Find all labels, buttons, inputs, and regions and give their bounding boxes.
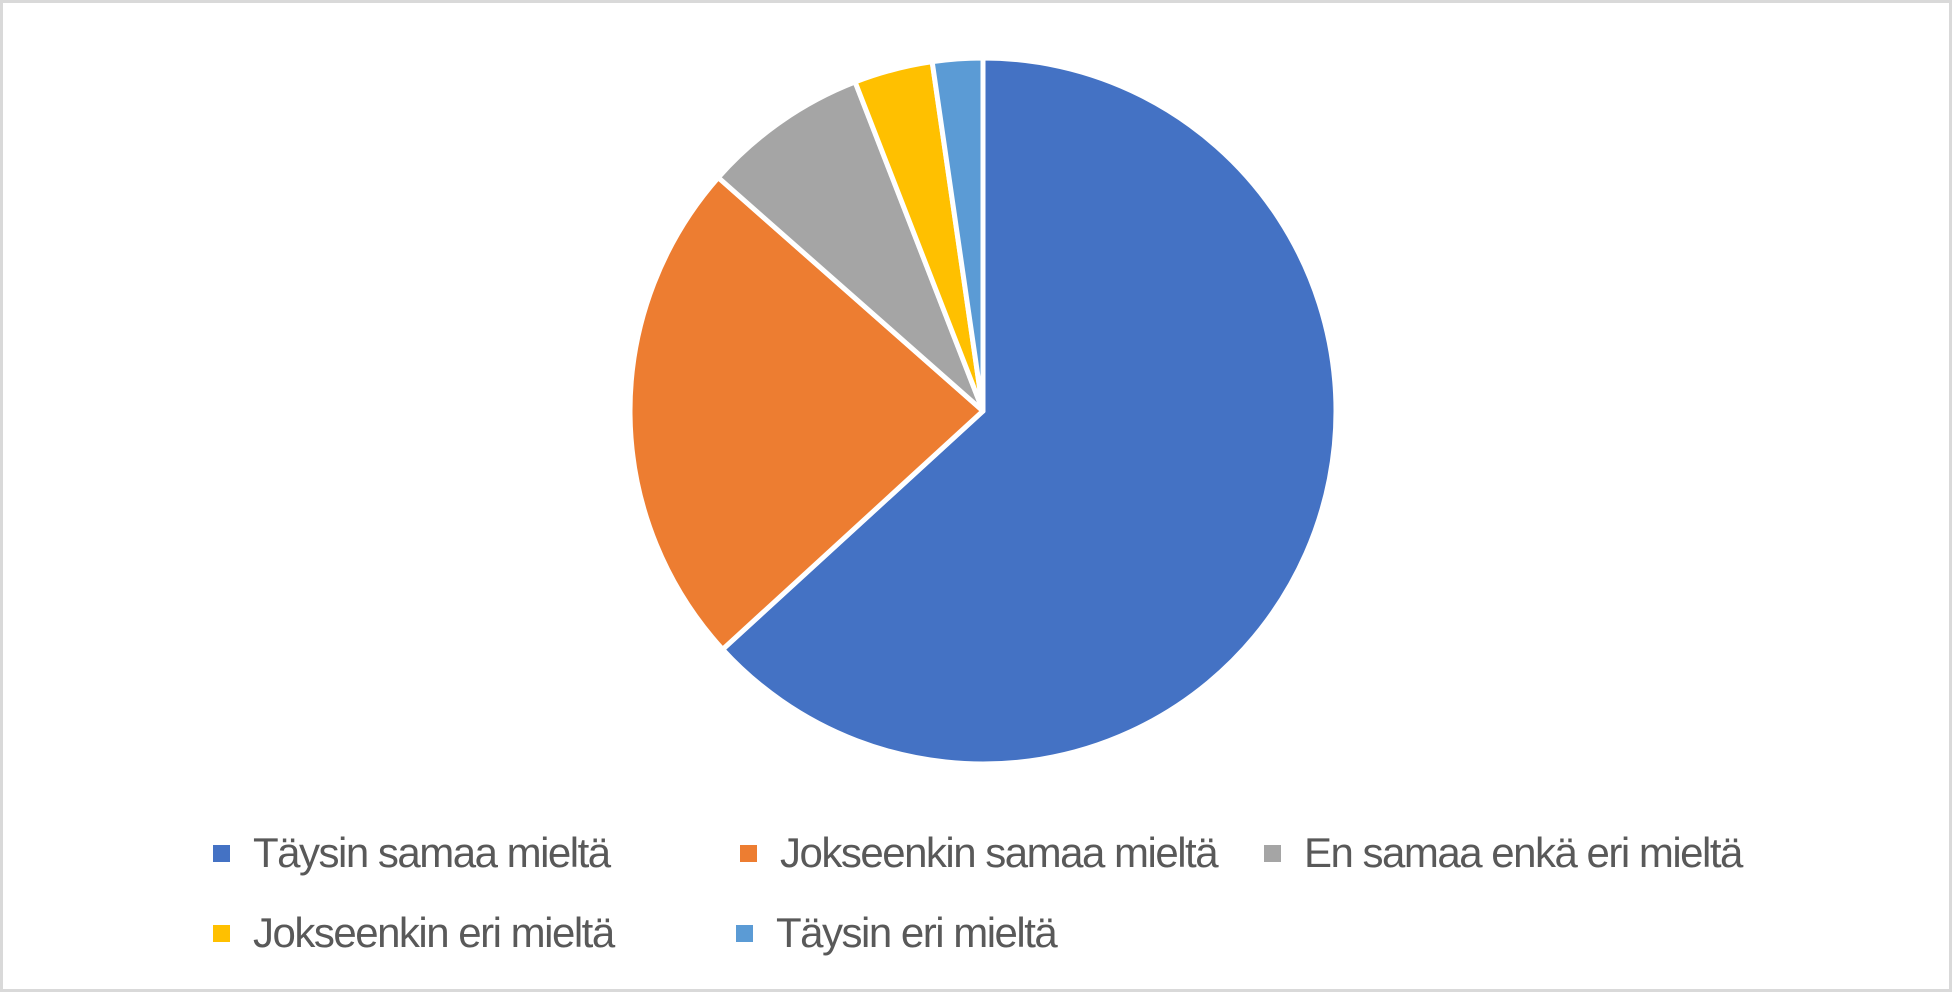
legend-swatch-icon: [736, 924, 753, 942]
legend-label: En samaa enkä eri mieltä: [1304, 829, 1743, 876]
legend-item-en-samaa-enka-eri-mielta[interactable]: En samaa enkä eri mieltä: [1264, 829, 1743, 877]
pie-slice-4[interactable]: [929, 55, 986, 414]
pie-slice-0[interactable]: [720, 55, 1339, 767]
pie-slice-2[interactable]: [715, 79, 986, 414]
legend-label: Täysin eri mieltä: [776, 909, 1058, 956]
legend-label: Jokseenkin samaa mieltä: [780, 829, 1219, 876]
legend-swatch-icon: [740, 844, 757, 862]
legend-item-taysin-samaa-mielta[interactable]: Täysin samaa mieltä: [213, 829, 611, 877]
legend-swatch-icon: [213, 924, 230, 942]
legend-label: Jokseenkin eri mieltä: [253, 909, 615, 956]
legend-item-taysin-eri-mielta[interactable]: Täysin eri mieltä: [736, 909, 1058, 957]
pie-slice-1[interactable]: [627, 175, 986, 652]
legend-label: Täysin samaa mieltä: [253, 829, 611, 876]
legend-item-jokseenkin-eri-mielta[interactable]: Jokseenkin eri mieltä: [213, 909, 615, 957]
legend-swatch-icon: [213, 844, 230, 862]
legend-swatch-icon: [1264, 844, 1281, 862]
pie-chart: [627, 55, 1339, 767]
legend-item-jokseenkin-samaa-mielta[interactable]: Jokseenkin samaa mieltä: [740, 829, 1219, 877]
